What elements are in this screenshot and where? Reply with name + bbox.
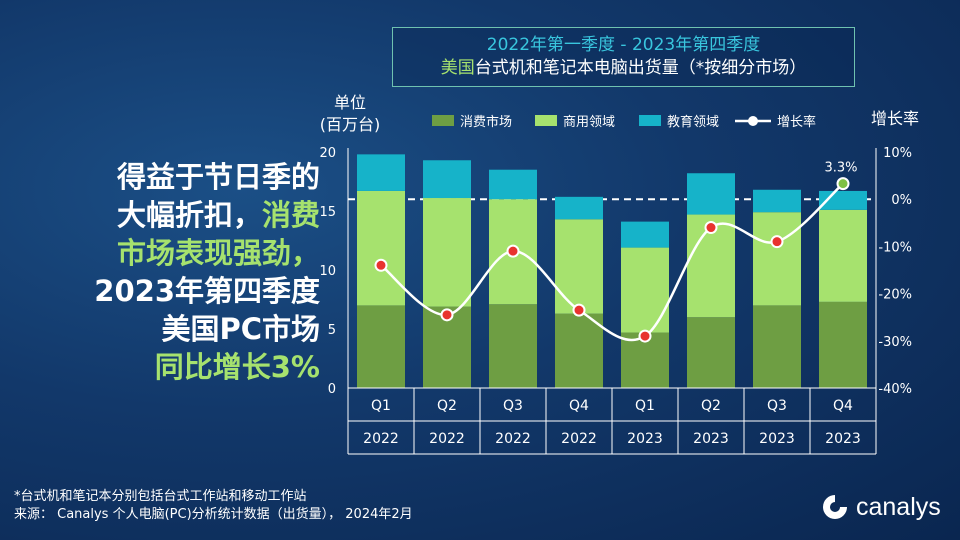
y2-tick-label: -30%: [878, 335, 912, 350]
x-tick-label: Q4: [833, 398, 853, 414]
headline-line-2a: 大幅折扣，: [116, 198, 262, 232]
growth-rate-point: [638, 329, 652, 343]
footnote-line-2: 来源： Canalys 个人电脑(PC)分析统计数据（出货量）， 2024年2月: [14, 507, 413, 522]
x-year-label: 2023: [627, 431, 663, 447]
legend-label-consumer: 消费市场: [460, 114, 512, 130]
y2-tick-label: 0%: [891, 193, 912, 208]
y-axis-label-line2: (百万台): [320, 115, 381, 134]
footnote: *台式机和笔记本分别包括台式工作站和移动工作站 来源： Canalys 个人电脑…: [14, 488, 413, 524]
x-tick-label: Q2: [437, 398, 457, 414]
bar-commercial: [357, 190, 405, 306]
y2-tick-label: -40%: [878, 382, 912, 397]
x-year-label: 2022: [429, 431, 465, 447]
bar-education: [753, 189, 801, 213]
headline: 得益于节日季的 大幅折扣，消费 市场表现强劲， 2023年第四季度 美国PC市场…: [30, 158, 320, 386]
growth-rate-point: [572, 303, 586, 317]
bar-education: [489, 169, 537, 200]
y2-tick-label: -10%: [878, 240, 912, 255]
y2-tick-label: -20%: [878, 288, 912, 303]
x-tick-label: Q4: [569, 398, 589, 414]
bar-education: [621, 221, 669, 248]
growth-rate-point: [704, 221, 718, 235]
canalys-logo: canalys: [820, 490, 941, 524]
headline-line-6: 同比增长3%: [154, 350, 320, 384]
bar-consumer: [819, 301, 867, 388]
y2-tick-label: 10%: [883, 146, 912, 161]
headline-line-2b: 消费: [261, 198, 320, 232]
growth-rate-point: [440, 308, 454, 322]
headline-line-4: 2023年第四季度: [94, 274, 320, 308]
subtitle-highlight: 美国: [440, 58, 475, 78]
legend-swatch-education: [639, 115, 661, 126]
bar-commercial: [621, 247, 669, 333]
x-year-label: 2023: [693, 431, 729, 447]
growth-rate-line: [380, 182, 844, 342]
chart-title-box: 2022年第一季度 - 2023年第四季度 美国台式机和笔记本电脑出货量（*按细…: [392, 27, 855, 87]
bar-commercial: [555, 219, 603, 314]
x-year-label: 2023: [759, 431, 795, 447]
headline-line-5: 美国PC市场: [161, 312, 320, 346]
headline-line-3: 市场表现强劲，: [116, 236, 320, 270]
y-tick-label: 0: [328, 382, 336, 397]
bar-commercial: [819, 209, 867, 302]
y-tick-label: 5: [328, 323, 336, 338]
footnote-line-1: *台式机和笔记本分别包括台式工作站和移动工作站: [14, 489, 307, 504]
y-axis-label-line1: 单位: [334, 93, 366, 112]
bar-education: [555, 196, 603, 220]
y-tick-label: 20: [319, 146, 336, 161]
canalys-logo-icon: [823, 495, 847, 519]
growth-rate-point: [836, 177, 850, 191]
bar-consumer: [687, 317, 735, 388]
x-year-label: 2022: [363, 431, 399, 447]
bar-consumer: [489, 304, 537, 388]
x-tick-label: Q3: [767, 398, 787, 414]
y-tick-label: 15: [319, 205, 336, 220]
legend-label-education: 教育领域: [667, 114, 719, 130]
growth-rate-point: [506, 244, 520, 258]
growth-annotation-label: 3.3%: [824, 161, 857, 176]
bar-consumer: [753, 305, 801, 388]
subtitle-rest: 台式机和笔记本电脑出货量（*按细分市场）: [474, 58, 807, 78]
x-tick-label: Q3: [503, 398, 523, 414]
bar-education: [423, 160, 471, 199]
bar-education: [357, 154, 405, 191]
chart-subtitle: 美国台式机和笔记本电脑出货量（*按细分市场）: [393, 56, 854, 80]
bar-education: [687, 173, 735, 215]
canalys-logo-text: canalys: [856, 492, 941, 521]
bar-consumer: [555, 313, 603, 388]
x-year-label: 2022: [561, 431, 597, 447]
bar-consumer: [357, 305, 405, 388]
bar-commercial: [753, 212, 801, 306]
growth-rate-point: [770, 235, 784, 249]
y-tick-label: 10: [319, 264, 336, 279]
legend-swatch-commercial: [535, 115, 557, 126]
legend-marker-growth: [748, 116, 758, 126]
x-tick-label: Q2: [701, 398, 721, 414]
growth-rate-point: [374, 258, 388, 272]
legend-swatch-consumer: [432, 115, 454, 126]
bar-commercial: [423, 198, 471, 307]
x-year-label: 2022: [495, 431, 531, 447]
x-tick-label: Q1: [371, 398, 391, 414]
legend-label-growth: 增长率: [777, 114, 816, 130]
headline-line-2: 大幅折扣，消费: [30, 196, 320, 234]
chart-title: 2022年第一季度 - 2023年第四季度: [486, 35, 761, 55]
headline-line-1: 得益于节日季的: [116, 160, 320, 194]
x-tick-label: Q1: [635, 398, 655, 414]
y2-axis-label: 增长率: [871, 109, 919, 128]
x-year-label: 2023: [825, 431, 861, 447]
legend-label-commercial: 商用领域: [563, 115, 615, 130]
